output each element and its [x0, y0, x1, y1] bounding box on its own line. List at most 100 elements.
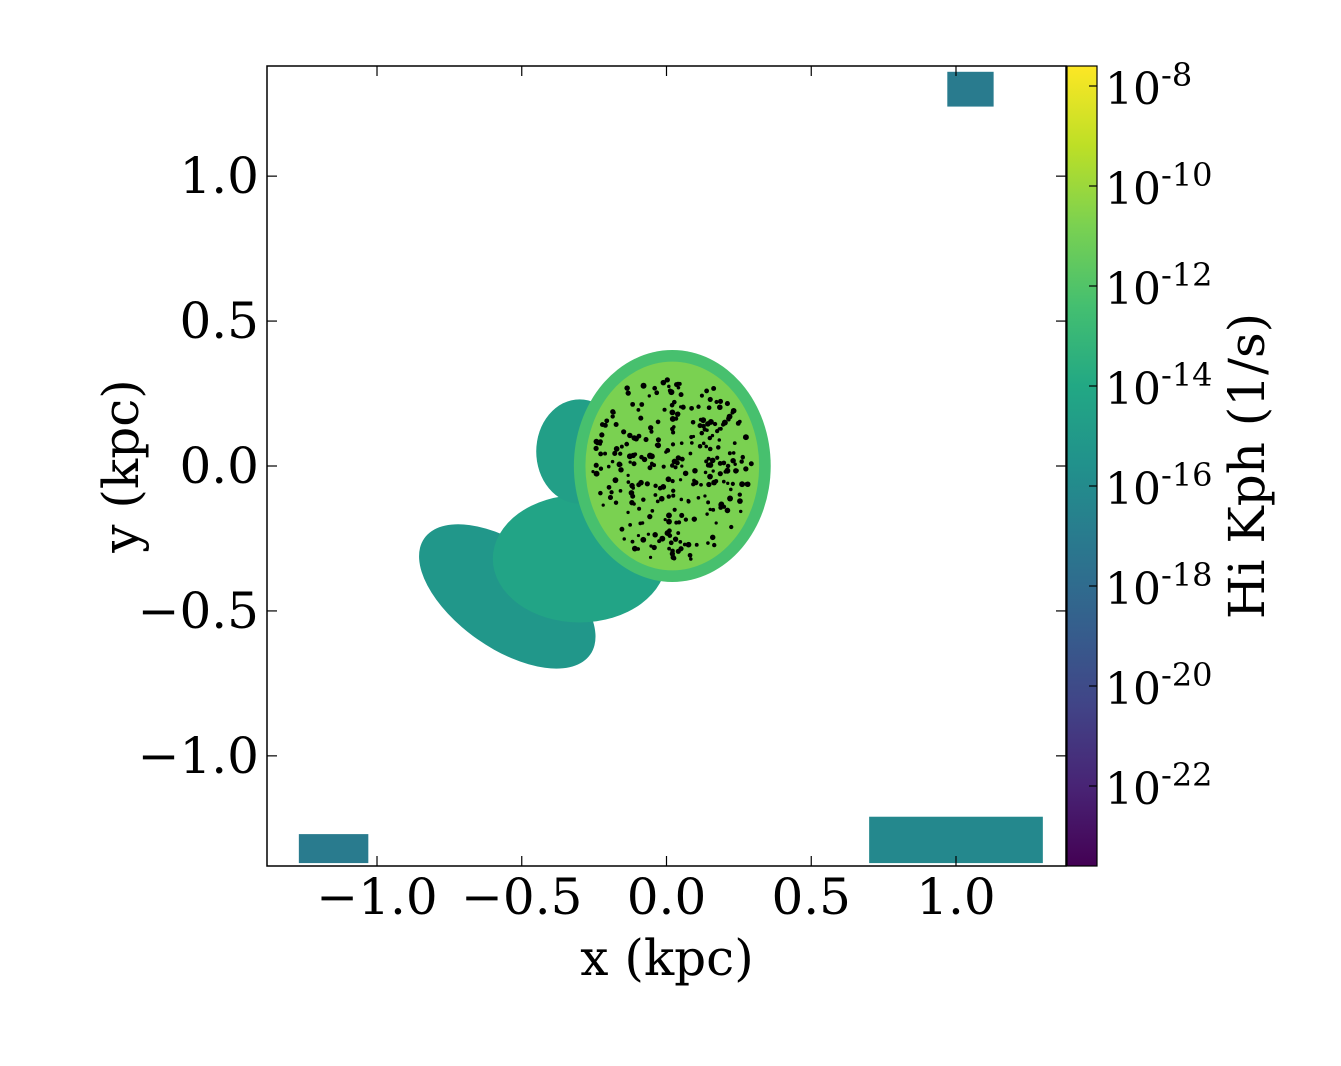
star-particle — [610, 414, 615, 419]
star-particle — [707, 435, 713, 441]
star-particle — [702, 427, 707, 432]
star-particle — [618, 488, 623, 493]
star-particle — [668, 540, 674, 546]
star-particle — [610, 459, 615, 464]
y-axis: −1.0 −0.5 0.0 0.5 1.0 — [138, 147, 1066, 785]
star-particle — [724, 467, 731, 474]
star-particle — [727, 451, 732, 456]
star-particle — [604, 418, 610, 424]
star-particles-layer — [591, 377, 754, 561]
star-particle — [707, 396, 713, 402]
y-axis-label: y (kpc) — [92, 379, 150, 553]
star-particle — [706, 500, 711, 505]
star-particle — [665, 476, 672, 483]
star-particle — [648, 453, 655, 460]
star-particle — [593, 462, 599, 468]
star-particle — [670, 442, 676, 447]
region-edge-block-top-right — [947, 71, 994, 107]
star-particle — [639, 454, 644, 460]
star-particle — [627, 432, 633, 439]
star-particle — [672, 507, 677, 512]
star-particle — [624, 385, 630, 391]
star-particle — [652, 532, 658, 538]
star-particle — [610, 409, 616, 415]
star-particle — [669, 409, 676, 416]
region-edge-block-bottom-right — [869, 816, 1043, 864]
star-particle — [689, 405, 694, 411]
star-particle — [711, 479, 717, 486]
star-particle — [699, 393, 704, 398]
region-edge-block-bottom-left — [298, 834, 369, 864]
star-particle — [705, 421, 711, 427]
star-particle — [636, 533, 641, 538]
colorbar-tick-label: 10-10 — [1105, 156, 1213, 215]
star-particle — [618, 451, 623, 456]
star-particle — [725, 463, 731, 469]
star-particle — [609, 490, 614, 495]
x-tick-label: 0.0 — [627, 868, 707, 926]
star-particle — [674, 460, 680, 466]
star-particle — [664, 530, 671, 537]
star-particle — [633, 452, 638, 457]
star-particle — [704, 459, 709, 464]
star-particle — [631, 461, 637, 467]
colorbar-tick-label: 10-20 — [1105, 656, 1213, 715]
star-particle — [647, 465, 653, 471]
star-particle — [675, 411, 681, 416]
colorbar-ticks: 10-8 10-10 10-12 10-14 10-16 10-18 10-20 10-22 — [1089, 56, 1213, 815]
star-particle — [730, 407, 737, 414]
star-particle — [712, 421, 718, 427]
star-particle — [632, 502, 636, 506]
star-particle — [711, 469, 715, 473]
star-particle — [661, 464, 666, 469]
star-particle — [650, 509, 655, 513]
star-particle — [682, 470, 689, 477]
star-particle — [676, 531, 681, 535]
star-particle — [659, 535, 666, 542]
star-particle — [640, 536, 647, 543]
star-particle — [666, 494, 672, 499]
star-particle — [689, 435, 694, 440]
star-particle — [660, 379, 667, 386]
star-particle — [673, 465, 678, 470]
star-particle — [598, 490, 603, 496]
star-particle — [653, 493, 658, 497]
star-particle — [678, 546, 684, 552]
star-particle — [706, 405, 712, 411]
star-particle — [709, 457, 716, 464]
star-particle — [701, 441, 706, 446]
star-particle — [648, 425, 654, 431]
star-particle — [717, 438, 722, 442]
x-tick-label: −0.5 — [461, 868, 582, 926]
star-particle — [673, 416, 679, 421]
star-particle — [689, 557, 693, 561]
star-particle — [616, 462, 622, 468]
x-axis-label: x (kpc) — [580, 929, 753, 987]
star-particle — [683, 517, 689, 522]
star-particle — [717, 471, 723, 477]
star-particle — [706, 481, 712, 488]
star-particle — [721, 419, 728, 426]
star-particle — [678, 478, 683, 482]
star-particle — [647, 394, 651, 398]
star-particle — [679, 441, 684, 445]
star-particle — [612, 477, 619, 484]
colorbar-tick-label: 10-22 — [1105, 756, 1213, 815]
star-particle — [668, 389, 675, 396]
star-particle — [674, 382, 680, 388]
star-particle — [649, 429, 654, 434]
star-particle — [687, 552, 693, 558]
star-particle — [690, 419, 696, 425]
star-particle — [631, 435, 637, 441]
star-particle — [638, 479, 644, 486]
star-particle — [595, 440, 601, 446]
star-particle — [601, 503, 605, 507]
star-particle — [707, 473, 713, 480]
star-particle — [733, 462, 737, 466]
y-tick-label: 0.5 — [179, 292, 259, 350]
star-particle — [655, 419, 661, 425]
star-particle — [717, 461, 723, 466]
star-particle — [654, 390, 660, 396]
star-particle — [721, 479, 726, 484]
star-particle — [691, 516, 697, 522]
